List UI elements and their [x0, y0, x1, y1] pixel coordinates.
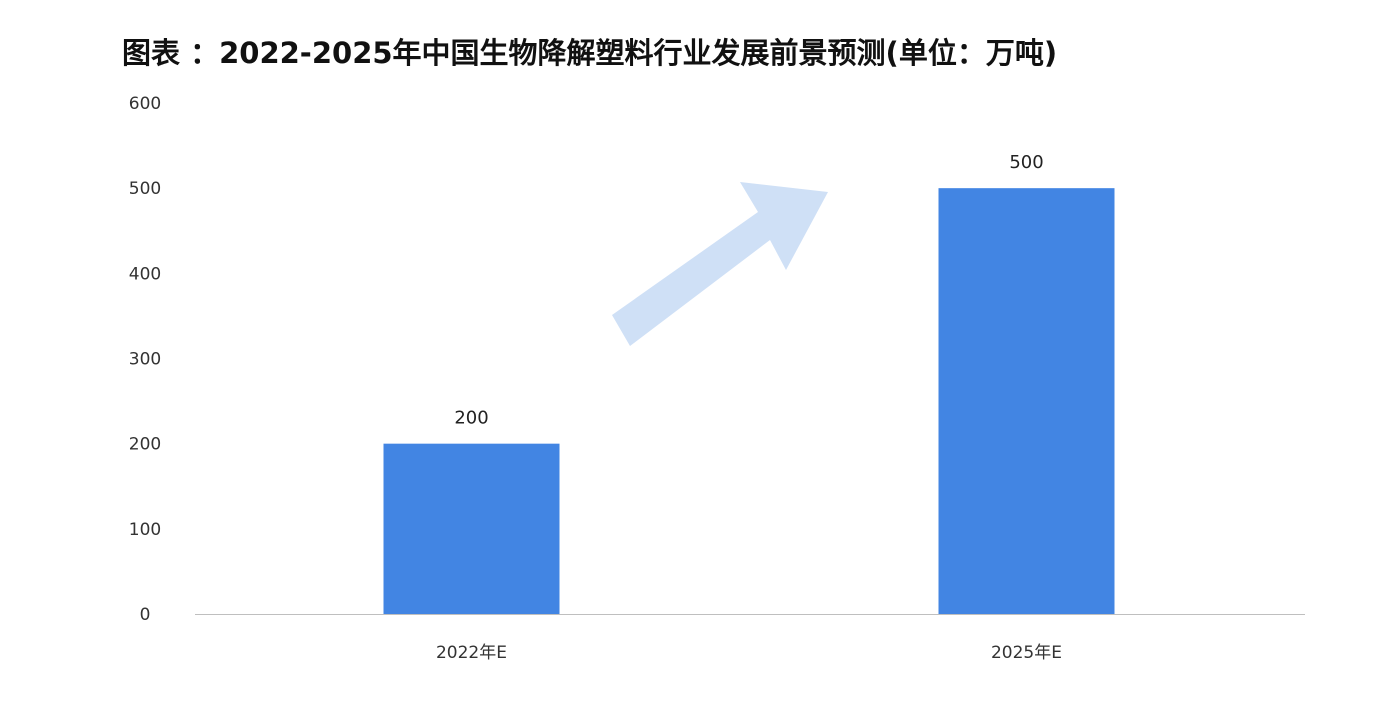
x-tick-label: 2025年E: [991, 643, 1062, 663]
y-tick-label: 0: [140, 605, 151, 625]
data-label: 200: [454, 408, 488, 429]
bar: [938, 188, 1115, 614]
trend-arrow: [612, 182, 828, 346]
y-tick-label: 100: [129, 520, 161, 540]
y-tick-label: 400: [129, 264, 161, 284]
y-tick-label: 500: [129, 179, 161, 199]
chart-title: 图表 ：2022-2025年中国生物降解塑料行业发展前景预测(单位：万吨): [122, 36, 1058, 70]
data-label: 500: [1009, 152, 1043, 173]
bar: [383, 443, 560, 614]
x-tick-label: 2022年E: [436, 643, 507, 663]
y-tick-label: 300: [129, 350, 161, 370]
y-tick-label: 600: [129, 94, 161, 114]
y-tick-label: 200: [129, 435, 161, 455]
